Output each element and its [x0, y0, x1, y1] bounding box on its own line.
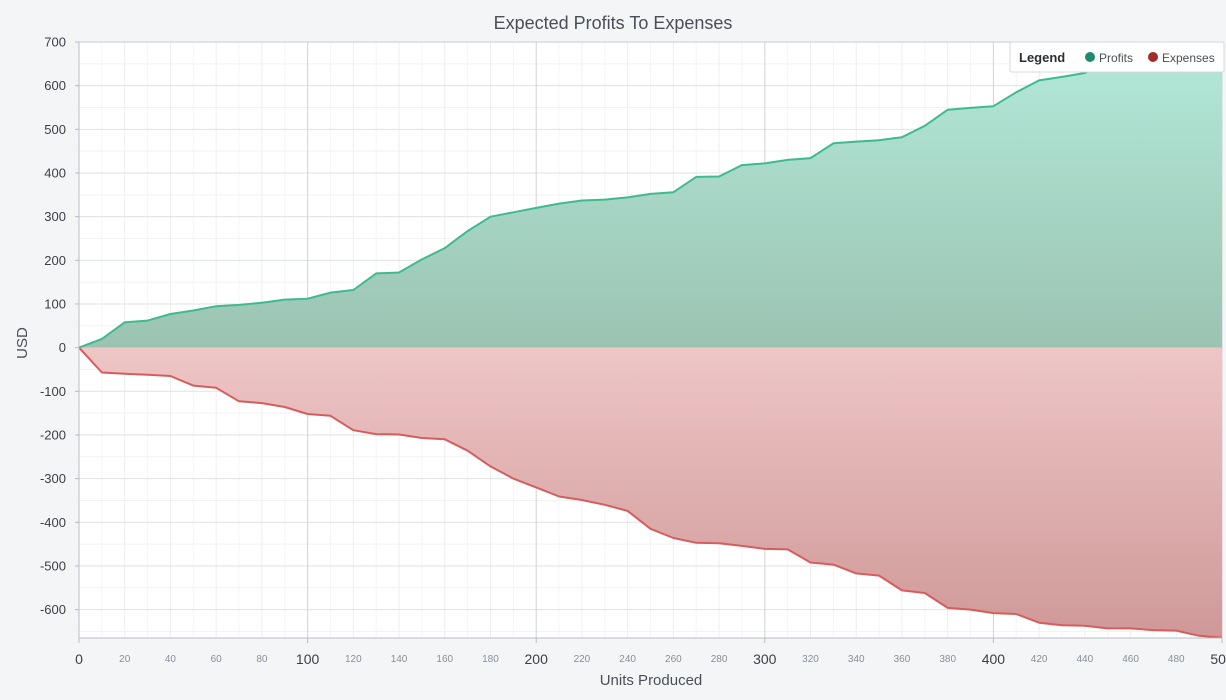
x-minor-tick-label: 440 — [1076, 654, 1093, 665]
y-tick-label: 0 — [59, 340, 66, 355]
x-tick-label: 0 — [75, 651, 83, 667]
y-tick-label: 700 — [44, 35, 66, 50]
x-minor-tick-label: 60 — [211, 654, 223, 665]
legend: Legend Profits Expenses — [1009, 41, 1225, 73]
line-profits — [79, 42, 1222, 349]
y-tick-label: 400 — [44, 165, 66, 180]
y-tick-label: 200 — [44, 253, 66, 268]
y-tick-label: 600 — [44, 78, 66, 93]
y-tick-label: -300 — [40, 471, 66, 486]
x-minor-tick-label: 120 — [345, 654, 362, 665]
legend-label-profits: Profits — [1099, 51, 1133, 65]
x-minor-tick-label: 240 — [619, 654, 636, 665]
y-tick-label: 100 — [44, 296, 66, 311]
x-tick-label: 100 — [296, 651, 320, 667]
y-axis-ticks: 700 600 500 400 300 200 100 0 -100 -200 -300 -400 -5… — [40, 35, 79, 617]
legend-box — [1009, 41, 1225, 73]
x-minor-tick-label: 340 — [848, 654, 865, 665]
y-tick-label: 500 — [44, 122, 66, 137]
y-tick-label: -600 — [40, 602, 66, 617]
y-tick-label: 300 — [44, 209, 66, 224]
x-minor-tick-label: 40 — [165, 654, 177, 665]
series-layer — [79, 42, 1222, 638]
x-minor-tick-label: 480 — [1168, 654, 1185, 665]
x-tick-label: 300 — [753, 651, 777, 667]
x-tick-label: 500 — [1210, 651, 1226, 667]
y-tick-label: -500 — [40, 558, 66, 573]
legend-label-expenses: Expenses — [1162, 51, 1215, 65]
x-tick-label: 200 — [525, 651, 549, 667]
x-minor-tick-label: 140 — [391, 654, 408, 665]
x-axis-ticks: 0 100 200 300 400 500 20 40 60 80 120 140 160 180 220 2… — [75, 638, 1226, 667]
x-minor-tick-label: 460 — [1122, 654, 1139, 665]
x-minor-tick-label: 280 — [711, 654, 728, 665]
x-minor-tick-label: 420 — [1031, 654, 1048, 665]
y-axis-title: USD — [14, 327, 31, 359]
x-minor-tick-label: 360 — [894, 654, 911, 665]
x-tick-label: 400 — [982, 651, 1006, 667]
x-minor-tick-label: 160 — [436, 654, 453, 665]
y-tick-label: -200 — [40, 427, 66, 442]
x-minor-tick-label: 80 — [256, 654, 268, 665]
x-minor-tick-label: 320 — [802, 654, 819, 665]
area-expenses — [79, 347, 1222, 638]
y-tick-label: -100 — [40, 384, 66, 399]
x-minor-tick-label: 260 — [665, 654, 682, 665]
legend-marker-expenses — [1148, 52, 1158, 62]
x-minor-tick-label: 20 — [119, 654, 131, 665]
x-minor-tick-label: 380 — [939, 654, 956, 665]
legend-title: Legend — [1019, 50, 1065, 65]
legend-marker-profits — [1085, 52, 1095, 62]
chart-title: Expected Profits To Expenses — [494, 13, 733, 33]
x-minor-tick-label: 220 — [574, 654, 591, 665]
x-axis-title: Units Produced — [600, 672, 703, 689]
x-minor-tick-label: 180 — [482, 654, 499, 665]
line-expenses — [79, 346, 1222, 638]
y-tick-label: -400 — [40, 515, 66, 530]
